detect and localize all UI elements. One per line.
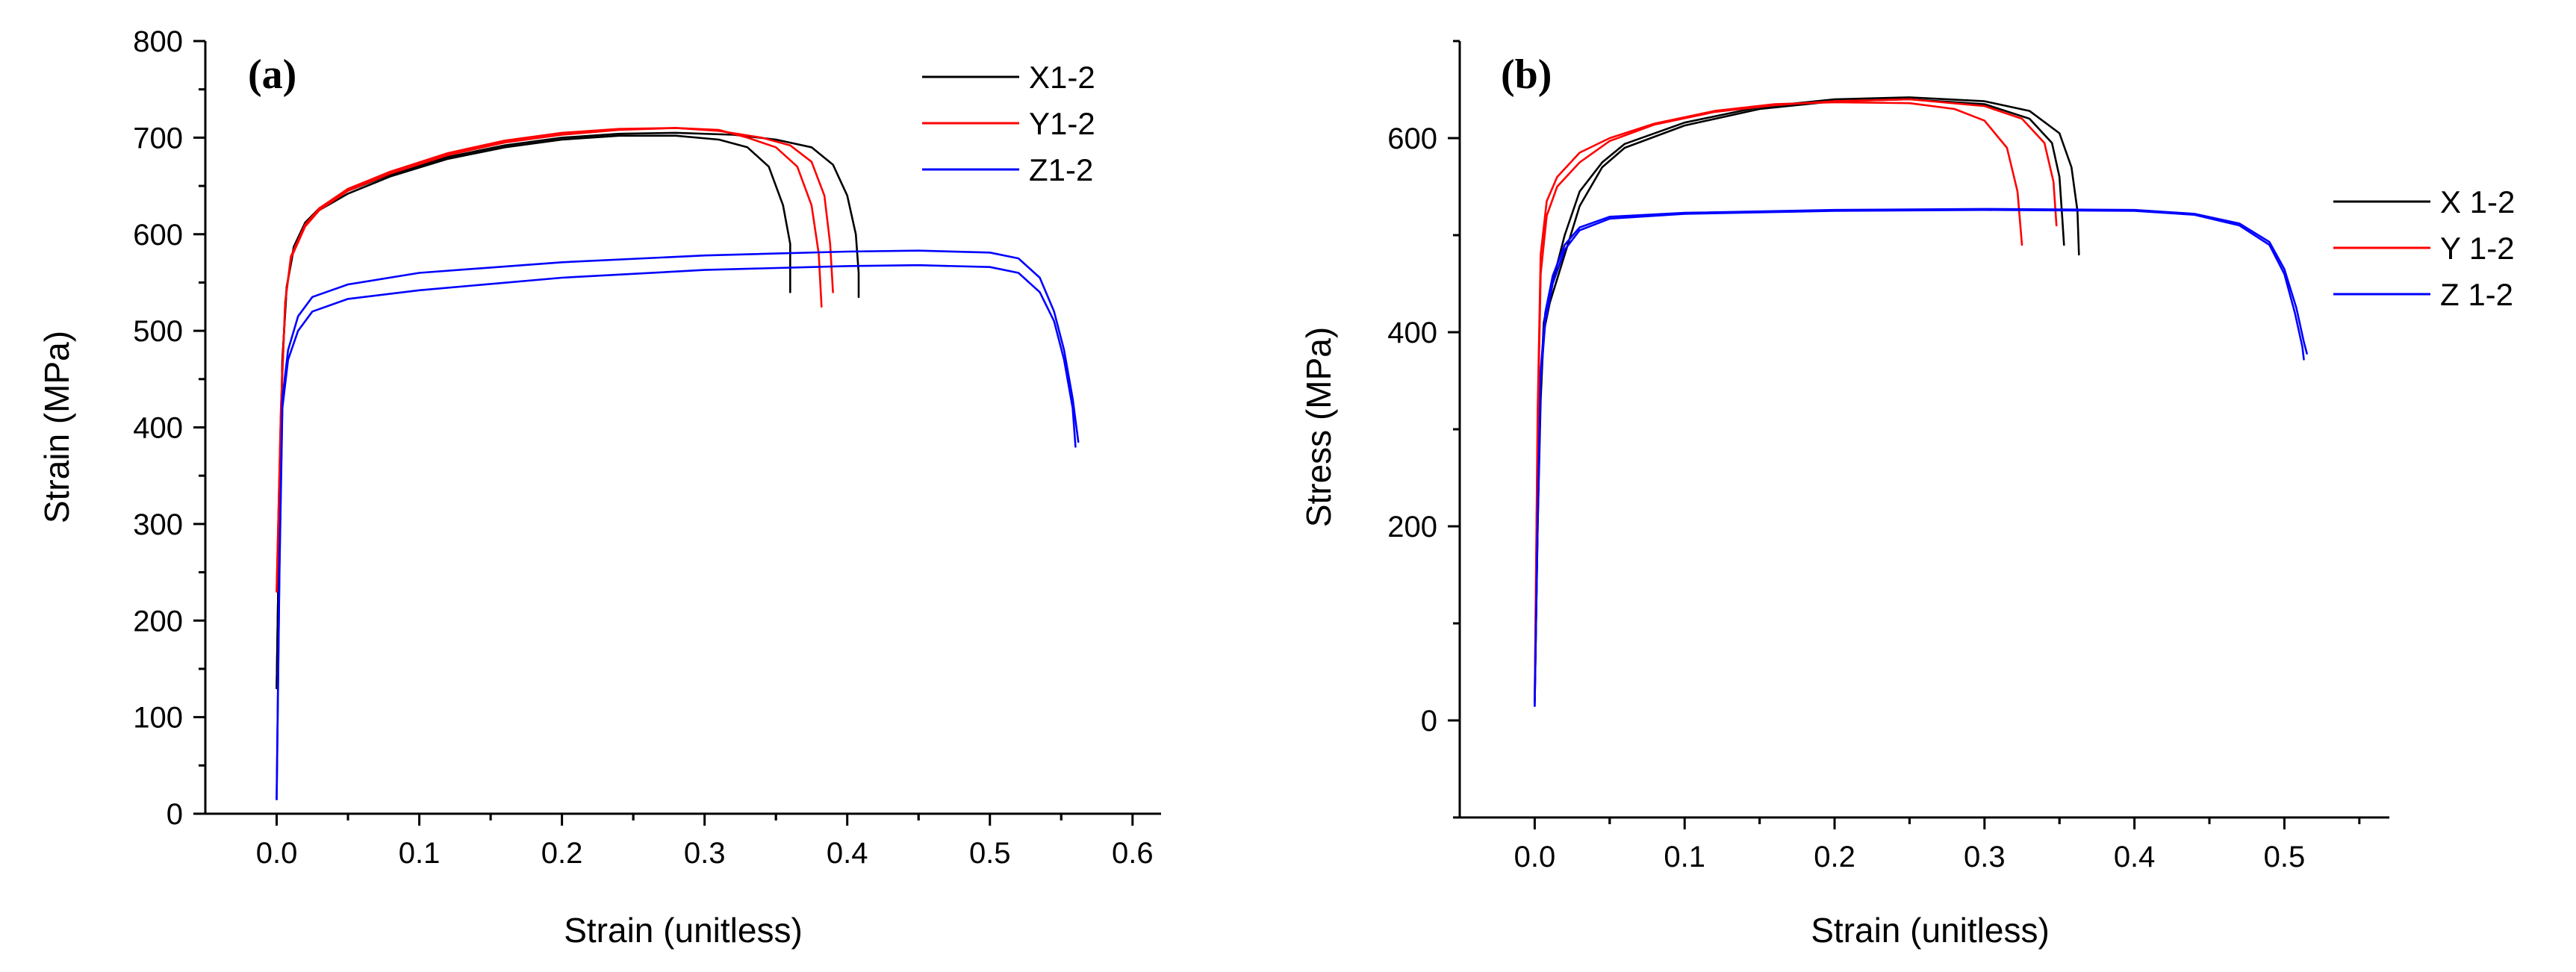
panel-b-curves — [1534, 96, 2308, 707]
x-tick-label: 0.2 — [1814, 841, 1855, 873]
panel-a-x-axis-title: Strain (unitless) — [564, 911, 803, 950]
legend-label: X 1-2 — [2440, 184, 2515, 219]
x-tick-label: 0.3 — [1964, 841, 2006, 873]
legend-label: Y1-2 — [1029, 106, 1095, 141]
x-tick-label: 0.0 — [256, 837, 298, 870]
x-tick-label: 0.1 — [399, 837, 441, 870]
panel-a-legend: X1-2 Y1-2 Z1-2 — [922, 60, 1095, 187]
y-tick-label: 800 — [133, 25, 183, 58]
series-line-z1-2-1 — [1534, 208, 2305, 707]
panel-b-legend: X 1-2 Y 1-2 Z 1-2 — [2333, 184, 2515, 312]
y-tick-label: 100 — [133, 702, 183, 735]
series-line-y1-2-1 — [276, 127, 823, 593]
x-tick-label: 0.3 — [684, 837, 726, 870]
series-line-x1-2-2 — [1534, 96, 2080, 702]
y-tick-label: 0 — [167, 798, 183, 831]
y-tick-label: 500 — [133, 315, 183, 348]
panel-a-curves — [276, 127, 1080, 800]
x-tick-label: 0.4 — [2114, 841, 2156, 873]
series-line-z1-2-2 — [276, 249, 1080, 800]
chart-panel-b: 0.0 0.1 0.2 0.3 0.4 0.5 0 200 400 600 (b) Strain … — [1299, 40, 2515, 950]
series-line-x1-2-1 — [1534, 98, 2065, 702]
x-tick-label: 0.5 — [2264, 841, 2306, 873]
panel-b-ticks: 0.0 0.1 0.2 0.3 0.4 0.5 0 200 400 600 — [1387, 40, 2361, 873]
series-line-y1-2-2 — [1534, 98, 2058, 702]
x-tick-label: 0.5 — [969, 837, 1011, 870]
y-tick-label: 400 — [1387, 317, 1437, 349]
series-line-z1-2-1 — [276, 264, 1077, 800]
series-line-y1-2-2 — [276, 127, 834, 593]
panel-b-label: (b) — [1501, 52, 1552, 98]
legend-label: Z 1-2 — [2440, 277, 2513, 312]
y-tick-label: 700 — [133, 122, 183, 155]
series-line-x1-2-2 — [276, 131, 860, 690]
y-tick-label: 200 — [133, 605, 183, 638]
panel-a-label: (a) — [248, 52, 296, 98]
legend-label: Z1-2 — [1029, 152, 1093, 187]
x-tick-label: 0.0 — [1514, 841, 1556, 873]
y-tick-label: 0 — [1421, 705, 1437, 738]
y-tick-label: 600 — [133, 219, 183, 252]
x-tick-label: 0.2 — [541, 837, 583, 870]
y-tick-label: 600 — [1387, 122, 1437, 155]
panel-b-x-axis-title: Strain (unitless) — [1811, 911, 2050, 950]
series-line-x1-2-1 — [276, 134, 791, 690]
series-line-y1-2-1 — [1534, 101, 2023, 702]
legend-label: X1-2 — [1029, 60, 1095, 95]
x-tick-label: 0.6 — [1112, 837, 1154, 870]
panel-a-ticks: 0.0 0.1 0.2 0.3 0.4 0.5 0.6 0 100 200 300 400 500 600… — [133, 25, 1153, 870]
chart-panel-a: 0.0 0.1 0.2 0.3 0.4 0.5 0.6 0 100 200 300 400 500 600… — [37, 25, 1161, 950]
y-tick-label: 300 — [133, 508, 183, 541]
legend-label: Y 1-2 — [2440, 231, 2515, 266]
y-tick-label: 200 — [1387, 511, 1437, 543]
series-line-z1-2-2 — [1534, 208, 2308, 707]
x-tick-label: 0.4 — [827, 837, 868, 870]
y-tick-label: 400 — [133, 412, 183, 445]
x-tick-label: 0.1 — [1664, 841, 1705, 873]
panel-a-y-axis-title: Strain (MPa) — [37, 331, 76, 523]
panel-b-y-axis-title: Stress (MPa) — [1299, 327, 1338, 527]
